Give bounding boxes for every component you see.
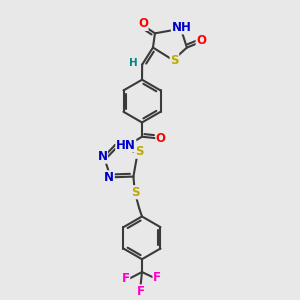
Text: O: O [196, 34, 206, 47]
Text: HN: HN [116, 139, 136, 152]
Text: O: O [156, 132, 166, 145]
Text: N: N [98, 150, 107, 163]
Text: S: S [170, 54, 179, 67]
Text: F: F [122, 272, 130, 285]
Text: O: O [138, 17, 148, 30]
Text: S: S [131, 186, 140, 199]
Text: NH: NH [172, 21, 191, 34]
Text: H: H [129, 58, 138, 68]
Text: F: F [153, 271, 161, 284]
Text: F: F [136, 285, 145, 298]
Text: S: S [135, 145, 143, 158]
Text: N: N [104, 171, 114, 184]
